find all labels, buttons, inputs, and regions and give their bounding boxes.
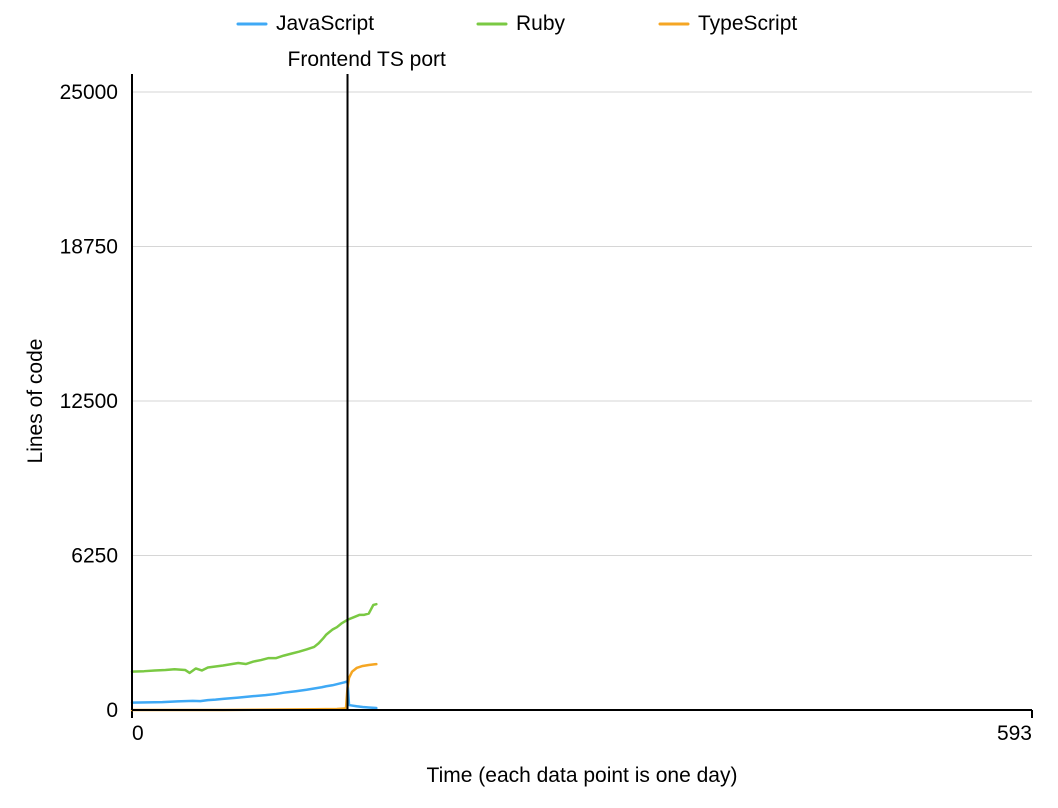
y-tick-label: 12500 <box>60 390 118 413</box>
x-tick-label: 593 <box>997 722 1032 745</box>
y-tick-label: 18750 <box>60 236 118 259</box>
x-tick-label: 0 <box>132 722 144 745</box>
legend-label: JavaScript <box>276 12 374 35</box>
legend-label: TypeScript <box>698 12 797 35</box>
y-tick-label: 0 <box>106 699 118 722</box>
legend-label: Ruby <box>516 12 566 35</box>
chart-container: 0 6250 12500 18750 25000 0 593 Frontend TS port… <box>0 0 1058 808</box>
x-axis-label: Time (each data point is one day) <box>427 764 738 787</box>
y-axis-label: Lines of code <box>24 339 47 464</box>
chart-bg <box>0 0 1058 808</box>
annotation-label: Frontend TS port <box>288 48 447 71</box>
y-tick-label: 6250 <box>71 545 118 568</box>
line-chart: 0 6250 12500 18750 25000 0 593 Frontend TS port… <box>0 0 1058 808</box>
y-tick-label: 25000 <box>60 81 118 104</box>
